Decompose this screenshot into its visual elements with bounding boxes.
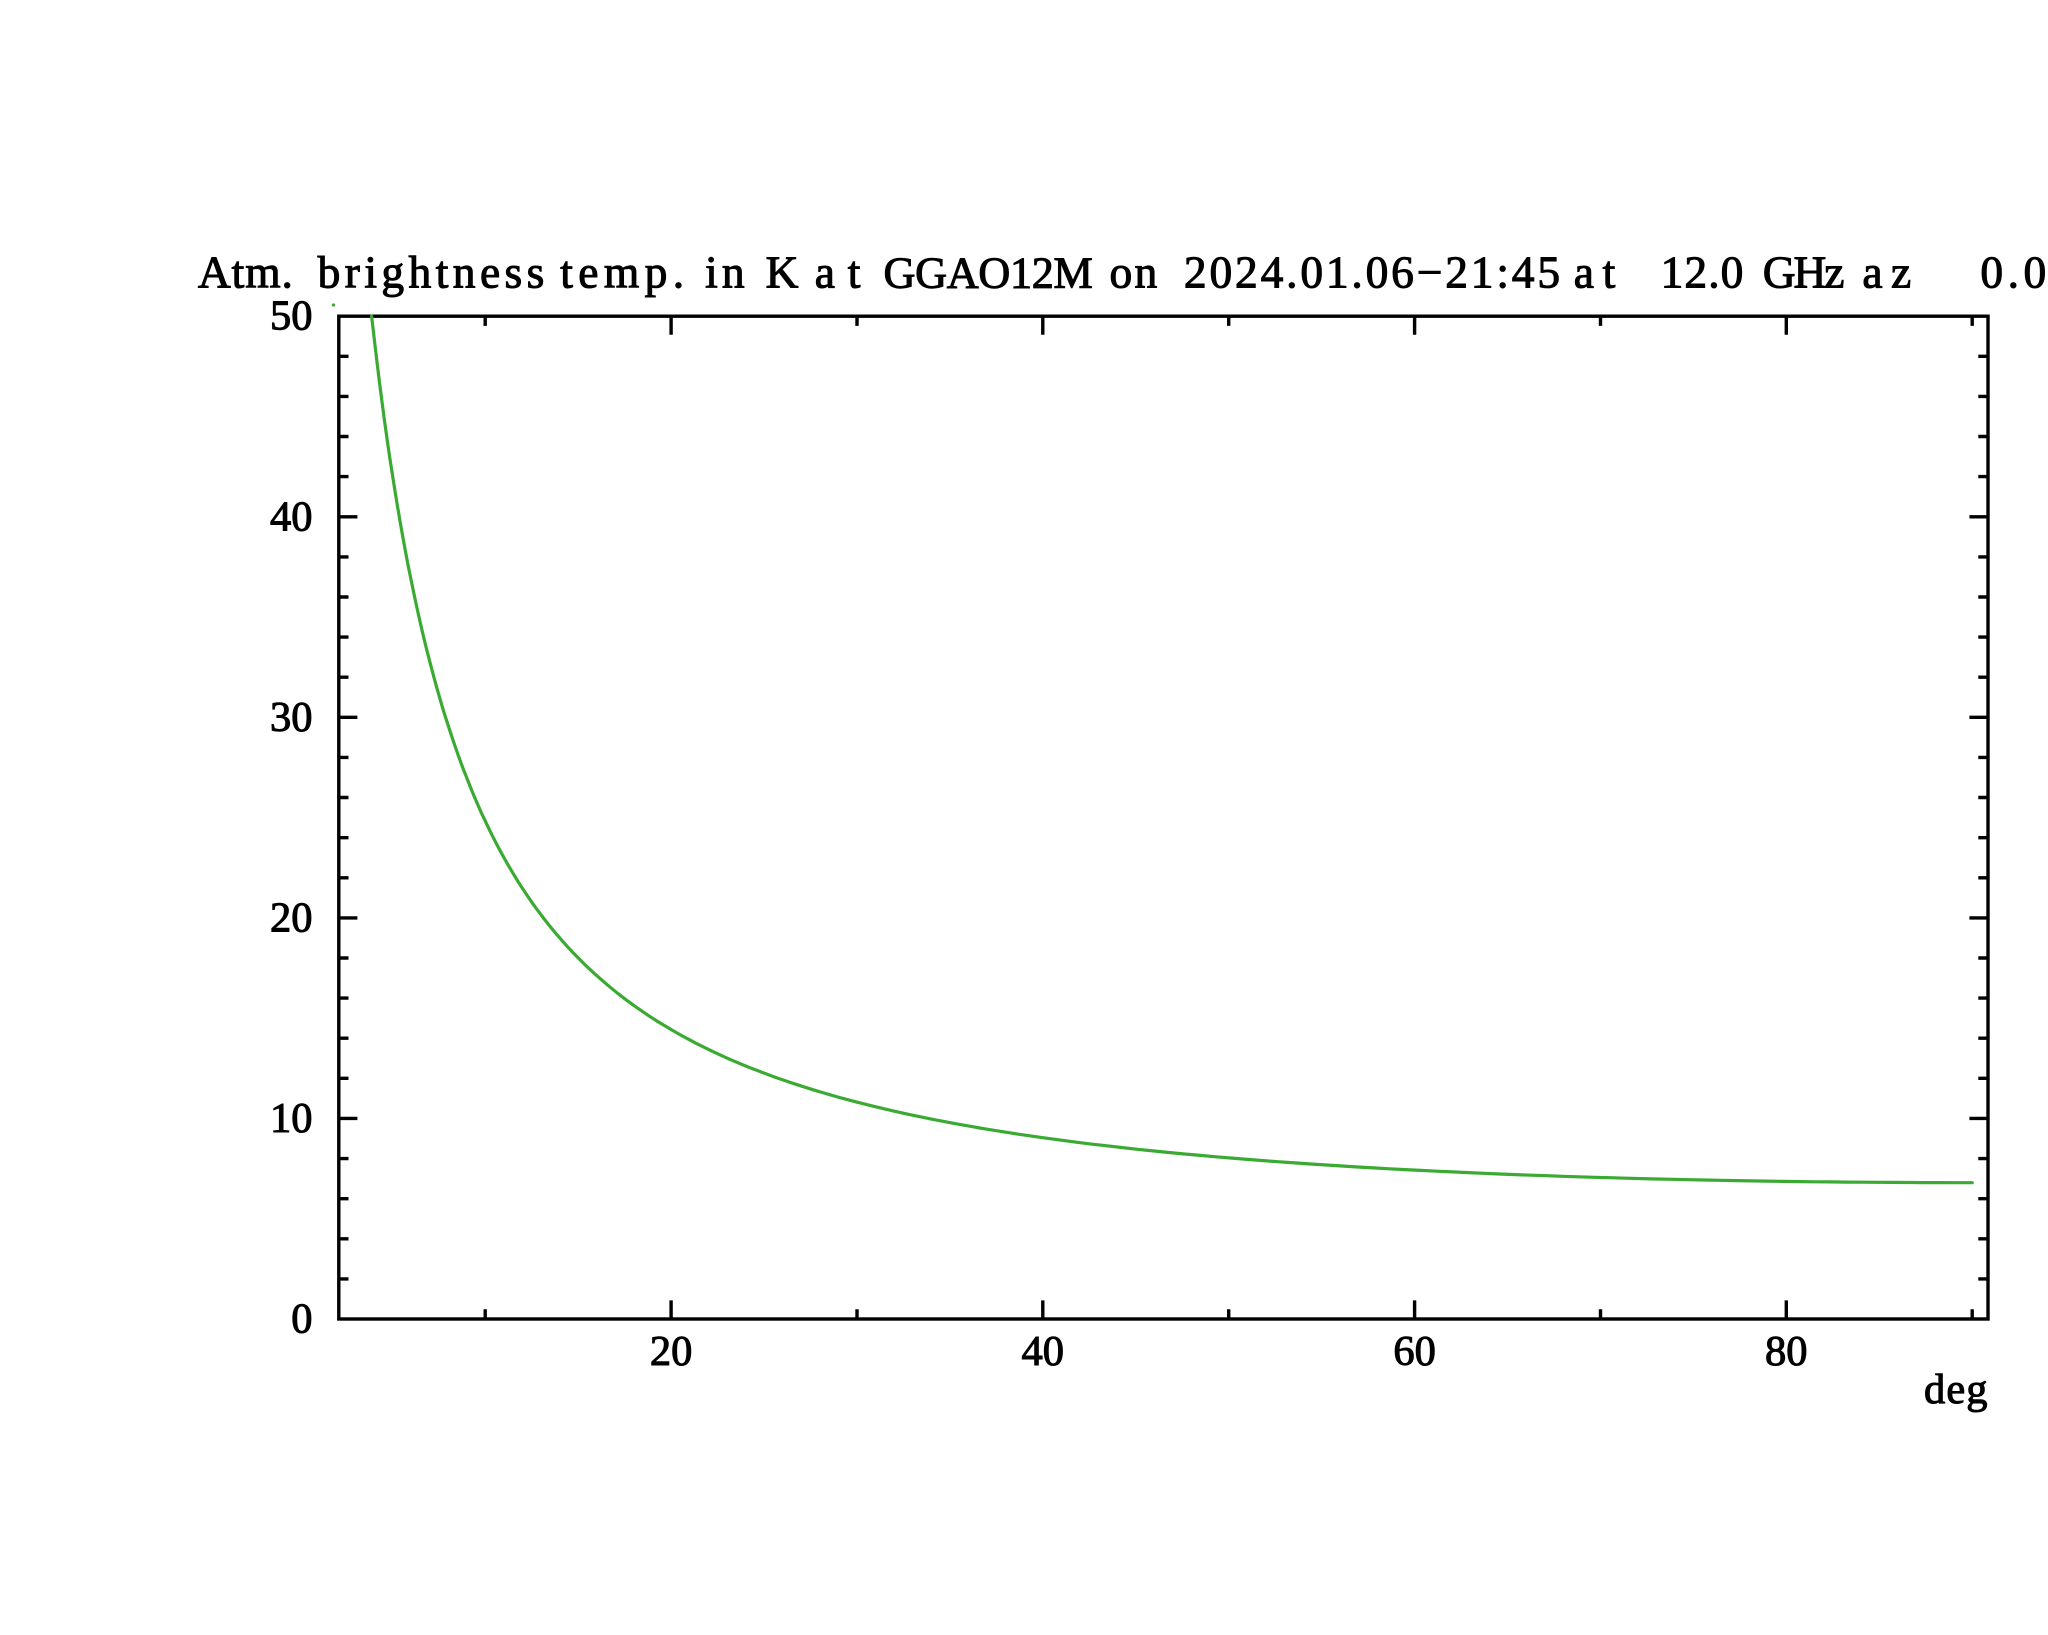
svg-text:60: 60 [1393, 1328, 1436, 1375]
svg-text:Atm.: Atm. [198, 246, 293, 297]
svg-text:GGAO12M: GGAO12M [884, 248, 1093, 297]
svg-text:10: 10 [270, 1095, 313, 1142]
svg-text:K: K [766, 246, 799, 297]
svg-text:40: 40 [1022, 1328, 1065, 1375]
svg-text:brightness: brightness [318, 246, 545, 297]
svg-text:40: 40 [270, 493, 313, 540]
svg-text:in: in [705, 246, 745, 297]
svg-text:12.0: 12.0 [1661, 246, 1744, 297]
svg-text:80: 80 [1765, 1328, 1808, 1375]
svg-text:0: 0 [291, 1296, 312, 1343]
svg-text:20: 20 [270, 894, 313, 941]
svg-text:20: 20 [650, 1328, 693, 1375]
svg-text:deg: deg [1924, 1366, 1988, 1413]
svg-text:0.0: 0.0 [1980, 246, 2046, 297]
svg-text:temp.: temp. [560, 246, 684, 297]
svg-text:50: 50 [270, 293, 313, 340]
svg-text:on: on [1110, 246, 1158, 297]
svg-text:GHz: GHz [1763, 246, 1845, 297]
svg-text:30: 30 [270, 694, 313, 741]
svg-text:2024.01.06−21:45: 2024.01.06−21:45 [1184, 246, 1560, 297]
